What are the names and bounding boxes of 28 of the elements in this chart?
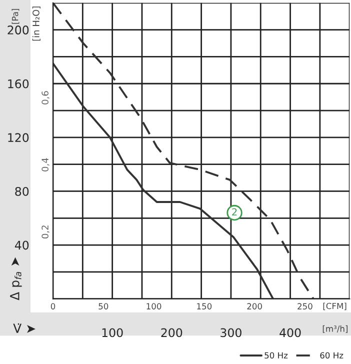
x-tick-label: 200 — [161, 328, 182, 338]
annotation: 2 — [232, 208, 237, 216]
y-tick-label: 80 — [15, 186, 29, 196]
x2-tick-label: 50 — [98, 303, 108, 310]
x-tick-label: 300 — [220, 328, 242, 338]
y2-tick-label: 0,4 — [42, 158, 50, 172]
y-tick-label: 120 — [8, 133, 29, 142]
x2-axis-title: [CFM] — [323, 302, 346, 310]
x2-tick-label: 100 — [146, 303, 162, 310]
x2-tick-label: 200 — [247, 303, 262, 310]
line-series — [53, 62, 274, 299]
y-tick-label: 40 — [14, 240, 29, 250]
x2-tick-label: 150 — [197, 303, 212, 310]
legend-label: 50 Hz — [264, 352, 288, 359]
y2-tick-label: 0,6 — [42, 91, 50, 104]
y-tick-label: 160 — [8, 79, 29, 88]
x-tick-label: 400 — [280, 328, 301, 338]
legend-label: 60 Hz — [320, 352, 344, 359]
y2-tick-label: 0,2 — [42, 226, 50, 238]
x2-tick-label: 0 — [50, 303, 56, 310]
y-axis-title: Δ p$_{fa}$ ➤ — [10, 257, 22, 300]
y2-axis-title: [in H₂O] — [32, 6, 40, 41]
x-axis-title: V̇ ➤ — [13, 323, 36, 333]
text: [m³/h] — [322, 325, 348, 333]
text: [Pa] — [12, 8, 20, 24]
y-tick-label: 200 — [8, 26, 29, 34]
x-tick-label: 100 — [102, 328, 123, 338]
x2-tick-label: 250 — [298, 303, 312, 310]
